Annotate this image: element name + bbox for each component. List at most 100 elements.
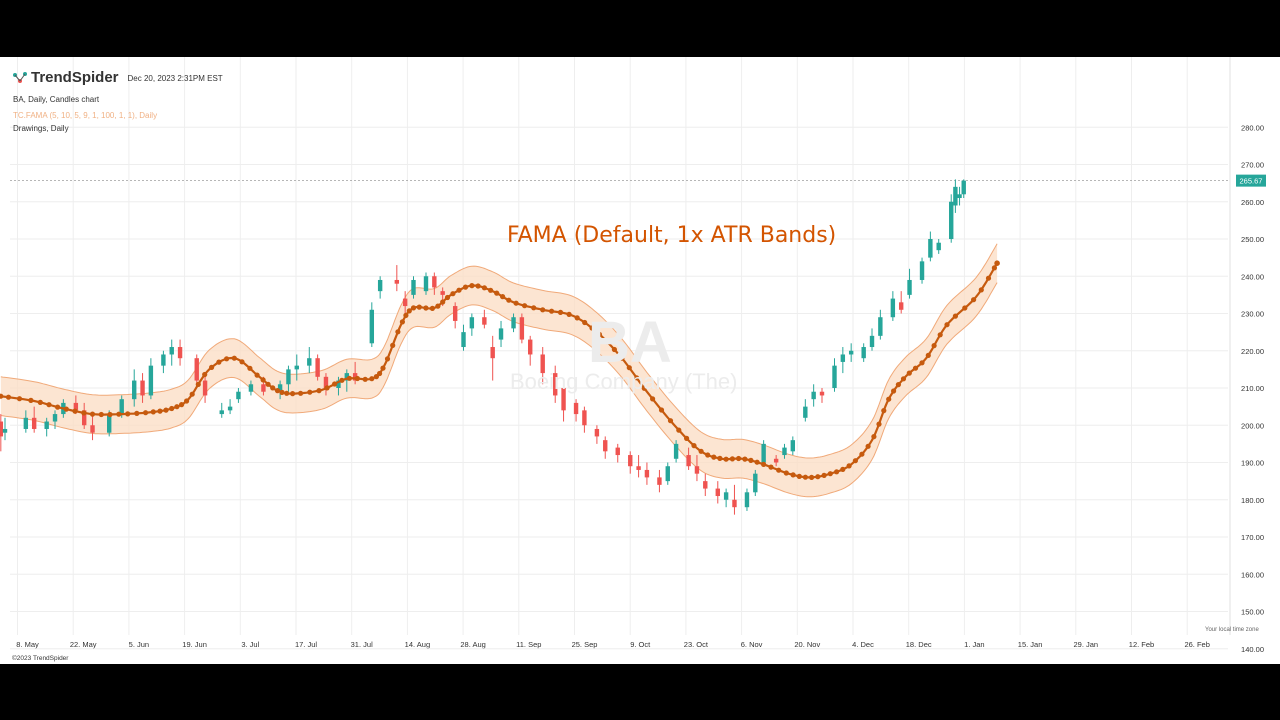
candle-body[interactable] (774, 459, 778, 463)
candle-body[interactable] (403, 299, 407, 306)
candle-body[interactable] (657, 477, 661, 484)
candle-body[interactable] (32, 418, 36, 429)
candle-body[interactable] (482, 317, 486, 324)
candle-body[interactable] (161, 354, 165, 365)
candle-body[interactable] (0, 422, 3, 437)
candle-body[interactable] (920, 261, 924, 280)
candle-body[interactable] (220, 410, 224, 414)
candle-body[interactable] (937, 243, 941, 250)
candle-body[interactable] (595, 429, 599, 436)
candle-body[interactable] (703, 481, 707, 488)
candle-body[interactable] (732, 500, 736, 507)
candle-body[interactable] (861, 347, 865, 358)
fama-dot (174, 404, 179, 409)
candle-body[interactable] (666, 466, 670, 481)
candle-body[interactable] (695, 466, 699, 473)
candle-body[interactable] (170, 347, 174, 354)
candle-body[interactable] (453, 306, 457, 321)
candle-body[interactable] (962, 181, 966, 195)
candle-body[interactable] (782, 448, 786, 455)
candle-body[interactable] (603, 440, 607, 451)
candle-body[interactable] (203, 381, 207, 396)
candle-body[interactable] (461, 332, 465, 347)
candle-body[interactable] (949, 202, 953, 239)
candle-body[interactable] (891, 299, 895, 318)
candle-body[interactable] (315, 358, 319, 377)
chart-label[interactable]: BA, Daily, Candles chart (13, 95, 99, 104)
candle-body[interactable] (803, 407, 807, 418)
candle-body[interactable] (849, 351, 853, 355)
candle-body[interactable] (286, 369, 290, 384)
candle-body[interactable] (957, 194, 961, 198)
candle-body[interactable] (53, 414, 57, 421)
fama-dot (994, 260, 1000, 266)
candle-body[interactable] (686, 455, 690, 466)
fama-dot (17, 396, 22, 401)
candle-body[interactable] (878, 317, 882, 336)
candle-body[interactable] (120, 399, 124, 414)
candle-body[interactable] (870, 336, 874, 347)
candle-body[interactable] (236, 392, 240, 399)
fama-dot (395, 329, 400, 334)
candle-body[interactable] (370, 310, 374, 344)
candle-body[interactable] (761, 444, 765, 463)
fama-dot (919, 360, 924, 365)
candle-body[interactable] (470, 317, 474, 328)
chart-annotation-text[interactable]: FAMA (Default, 1x ATR Bands) (507, 223, 836, 248)
candle-body[interactable] (841, 354, 845, 361)
fama-dot (169, 406, 174, 411)
candle-body[interactable] (520, 317, 524, 339)
fama-dot (506, 298, 511, 303)
candle-body[interactable] (811, 392, 815, 399)
candle-body[interactable] (261, 384, 265, 391)
candle-body[interactable] (490, 347, 494, 358)
candle-body[interactable] (440, 291, 444, 295)
x-tick-label: 4. Dec (852, 640, 874, 649)
candle-body[interactable] (724, 492, 728, 499)
candle-body[interactable] (140, 381, 144, 396)
drawings-label[interactable]: Drawings, Daily (13, 124, 69, 133)
candle-body[interactable] (674, 444, 678, 459)
candle-body[interactable] (832, 366, 836, 388)
candle-body[interactable] (44, 422, 48, 429)
candle-body[interactable] (928, 239, 932, 258)
candle-body[interactable] (953, 187, 957, 206)
candle-body[interactable] (791, 440, 795, 451)
candle-body[interactable] (907, 280, 911, 295)
candle-body[interactable] (582, 410, 586, 425)
candle-body[interactable] (899, 302, 903, 309)
candle-body[interactable] (636, 466, 640, 470)
candle-body[interactable] (195, 358, 199, 380)
indicator-label[interactable]: TC.FAMA (5, 10, 5, 9, 1, 100, 1, 1), Dai… (13, 111, 157, 120)
candle-body[interactable] (149, 366, 153, 396)
candle-body[interactable] (411, 280, 415, 295)
x-tick-label: 23. Oct (684, 640, 709, 649)
candle-body[interactable] (753, 474, 757, 493)
candle-body[interactable] (24, 418, 28, 429)
candle-body[interactable] (295, 366, 299, 370)
candle-body[interactable] (228, 407, 232, 411)
fama-dot (784, 470, 789, 475)
candle-body[interactable] (178, 347, 182, 358)
candle-body[interactable] (307, 358, 311, 365)
candle-body[interactable] (132, 381, 136, 400)
candle-body[interactable] (745, 492, 749, 507)
candle-body[interactable] (424, 276, 428, 291)
candle-body[interactable] (628, 455, 632, 466)
candle-body[interactable] (820, 392, 824, 396)
candle-body[interactable] (395, 280, 399, 284)
candle-body[interactable] (499, 328, 503, 339)
candle-body[interactable] (528, 340, 532, 355)
candle-body[interactable] (90, 425, 94, 432)
candle-body[interactable] (249, 384, 253, 391)
candle-body[interactable] (716, 489, 720, 496)
fama-dot (266, 382, 271, 387)
candle-body[interactable] (645, 470, 649, 477)
candle-body[interactable] (432, 276, 436, 287)
fama-dot (390, 343, 395, 348)
candle-body[interactable] (378, 280, 382, 291)
candle-body[interactable] (3, 429, 7, 433)
candle-body[interactable] (616, 448, 620, 455)
candle-body[interactable] (511, 317, 515, 328)
candle-body[interactable] (574, 403, 578, 414)
